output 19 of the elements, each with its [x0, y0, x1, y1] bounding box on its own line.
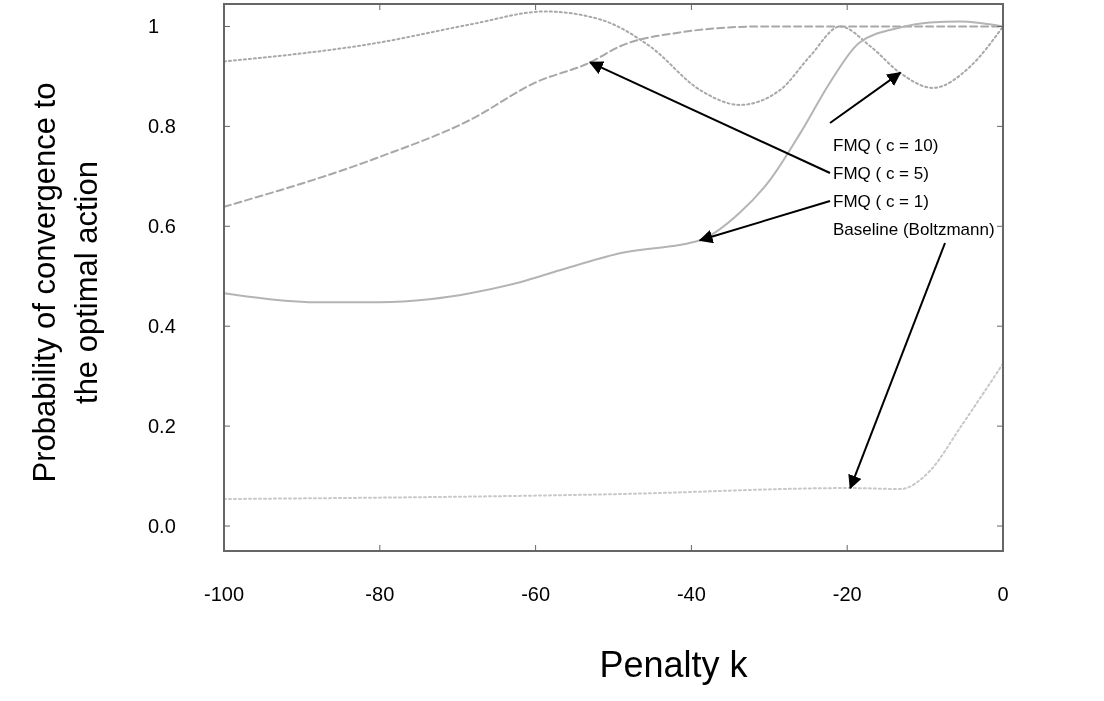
y-tick-label: 0.4	[148, 315, 176, 338]
line-series	[223, 362, 1004, 501]
x-axis-title: Penalty k	[599, 644, 749, 685]
y-tick-label: 0.2	[148, 415, 176, 438]
x-tick-label: -100	[203, 583, 245, 605]
y-tick-label: 0.0	[148, 515, 176, 538]
x-tick-label: -60	[521, 583, 551, 605]
y-tick-label: 0.8	[148, 115, 176, 138]
annotation: FMQ ( c = 1)	[833, 192, 929, 211]
annotation: FMQ ( c = 5)	[833, 164, 929, 183]
x-tick-label: -80	[365, 583, 395, 605]
x-tick-label: -20	[832, 583, 862, 605]
annotation: Baseline (Boltzmann)	[833, 220, 995, 239]
y-axis-title: Probability of convergence to the optimal action	[27, 82, 104, 483]
x-tick-label: 0	[997, 583, 1009, 605]
annotation: FMQ ( c = 10)	[833, 136, 939, 155]
x-tick-label: -40	[676, 583, 706, 605]
y-tick-label: 1	[148, 15, 160, 38]
y-tick-label: 0.6	[148, 215, 176, 238]
